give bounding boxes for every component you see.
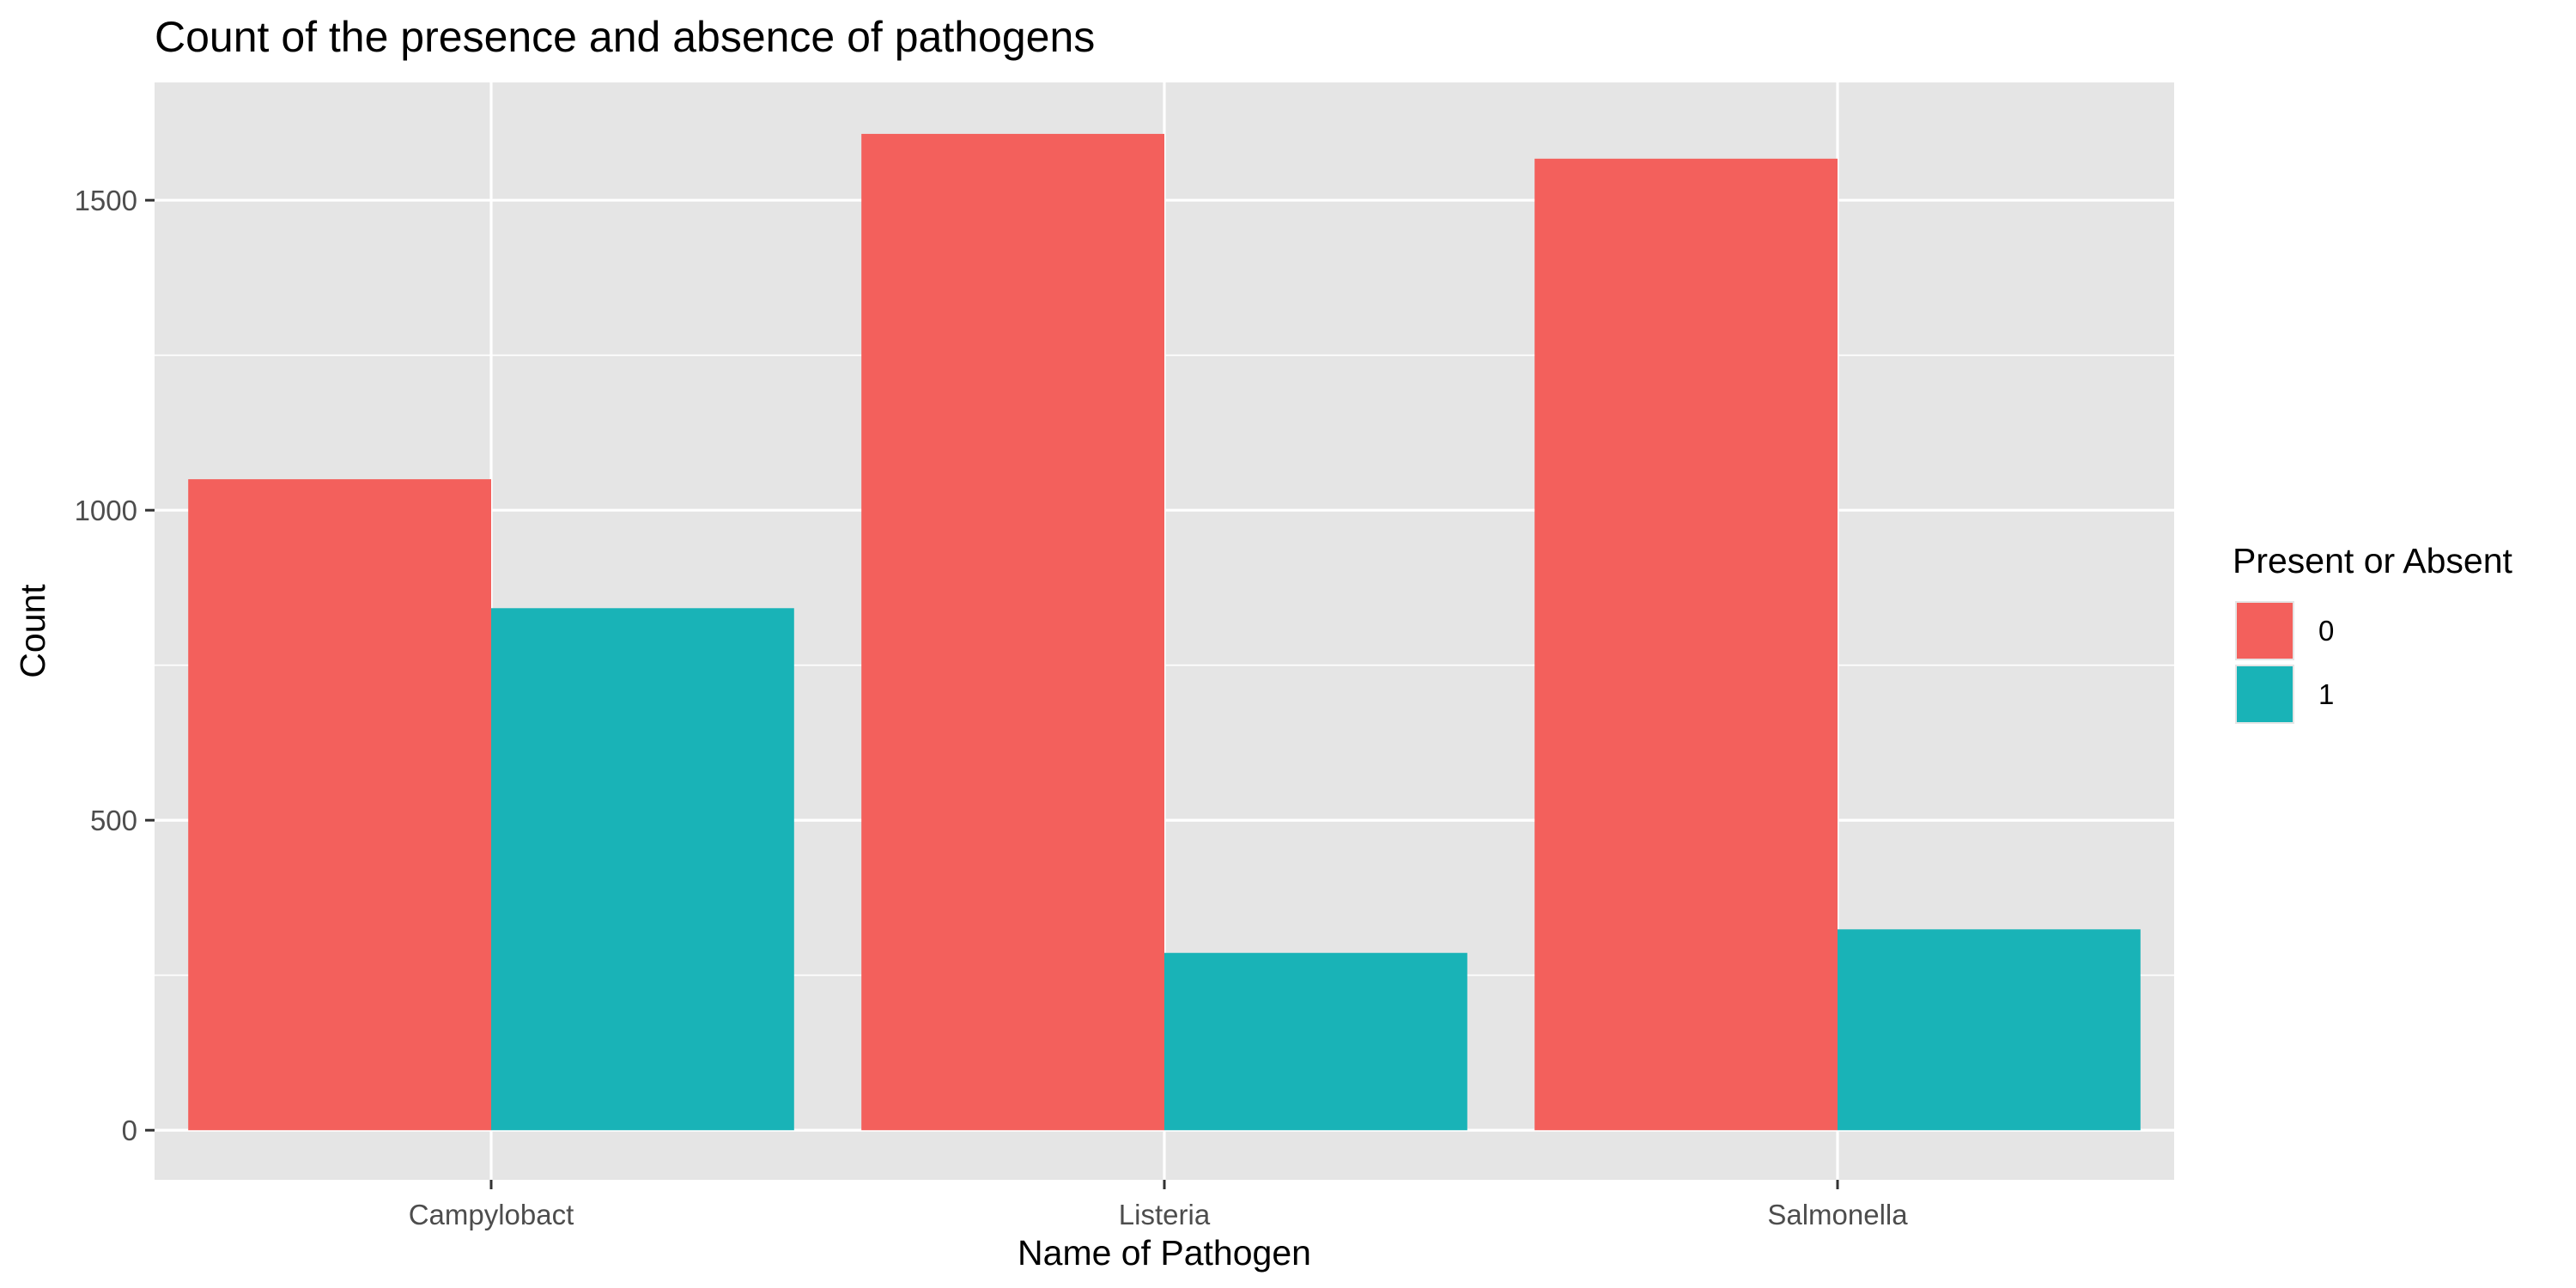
y-tick-label: 1500 <box>75 185 137 216</box>
x-tick-label: Campylobact <box>409 1199 574 1230</box>
y-tick-label: 1000 <box>75 495 137 526</box>
legend-swatch <box>2237 666 2293 722</box>
legend-label: 0 <box>2318 615 2334 647</box>
x-tick-label: Salmonella <box>1767 1199 1908 1230</box>
bar <box>188 479 491 1131</box>
bar <box>1534 158 1838 1131</box>
bars <box>188 133 2141 1131</box>
bar <box>491 608 794 1131</box>
y-tick-label: 500 <box>90 805 137 836</box>
bar <box>861 133 1164 1131</box>
legend-title: Present or Absent <box>2233 541 2513 580</box>
bar <box>1164 952 1467 1131</box>
legend-label: 1 <box>2318 678 2334 710</box>
legend: Present or Absent 01 <box>2233 541 2513 724</box>
y-axis: 0 500 1000 1500 <box>75 185 155 1146</box>
legend-swatch <box>2237 603 2293 659</box>
bar <box>1838 929 2141 1131</box>
x-tick-label: Listeria <box>1119 1199 1211 1230</box>
y-axis-label: Count <box>13 584 52 678</box>
y-tick-label: 0 <box>122 1115 137 1146</box>
chart-title: Count of the presence and absence of pat… <box>155 13 1095 61</box>
x-axis-label: Name of Pathogen <box>1018 1233 1311 1273</box>
legend-items: 01 <box>2235 601 2334 724</box>
x-axis: Campylobact Listeria Salmonella <box>409 1180 1908 1230</box>
